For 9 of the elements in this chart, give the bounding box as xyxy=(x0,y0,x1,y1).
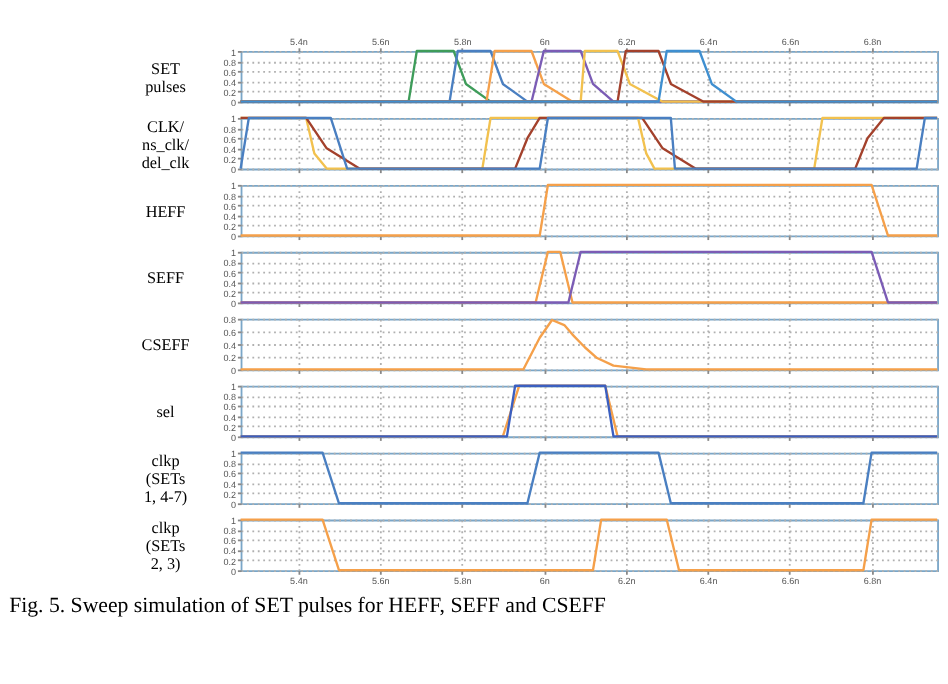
y-axis-title: HEFF xyxy=(145,202,187,221)
y-axis-title: SET pulses xyxy=(145,59,186,96)
y-axis-title: sel xyxy=(156,403,177,422)
y-axis-title: SEFF xyxy=(147,269,186,288)
y-axis-title: CSEFF xyxy=(141,336,191,355)
y-axis-title: clkp (SETs 1, 4-7) xyxy=(143,452,188,507)
caption: Fig. 5. Sweep simulation of SET pulses for HEFF, SEFF and CSEFF xyxy=(9,593,606,618)
y-axis-title: clkp (SETs 2, 3) xyxy=(145,519,186,574)
y-axis-title: CLK/ ns_clk/ del_clk xyxy=(141,117,192,172)
